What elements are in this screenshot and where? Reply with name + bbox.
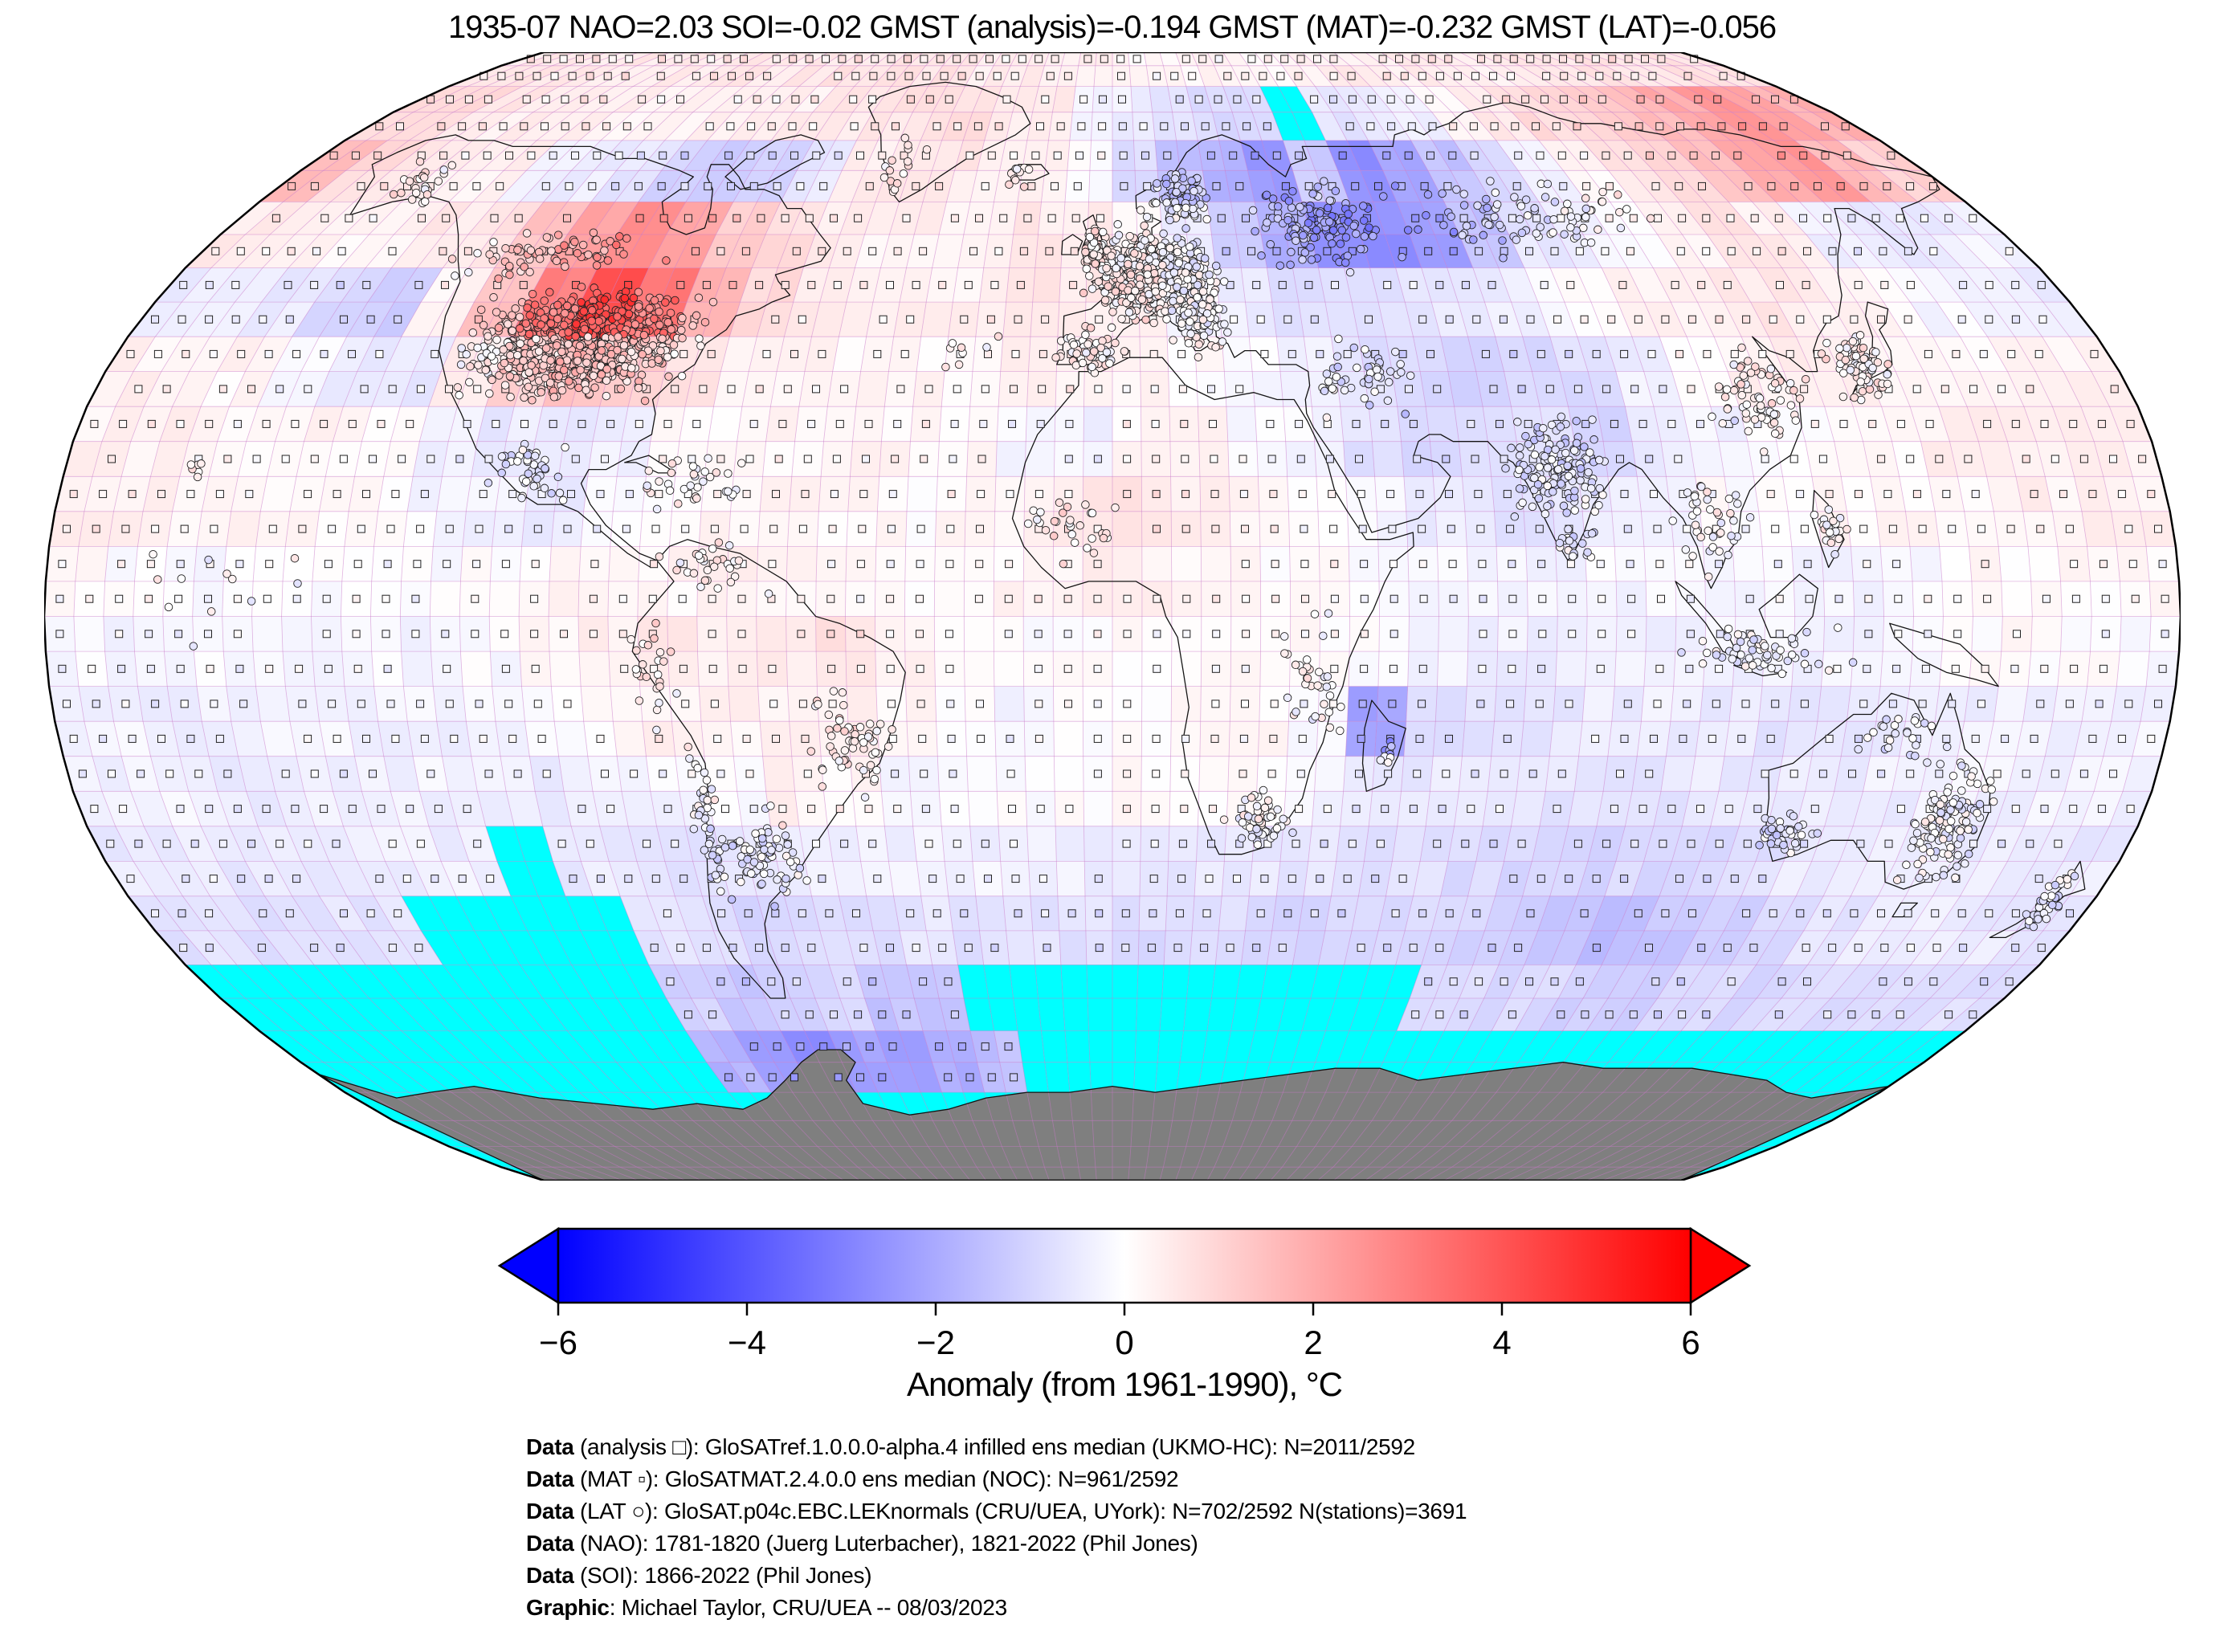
colorbar-tick-label: 0 — [1115, 1324, 1133, 1361]
caption-line-3: Data (LAT ○): GloSAT.p04c.EBC.LEKnormals… — [526, 1495, 1467, 1528]
colorbar-ticks — [557, 1303, 1692, 1315]
caption-line-text: (MAT ▫): GloSATMAT.2.4.0.0 ens median (N… — [573, 1466, 1179, 1491]
caption-line-text: (LAT ○): GloSAT.p04c.EBC.LEKnormals (CRU… — [573, 1499, 1467, 1524]
caption-line-text: : Michael Taylor, CRU/UEA -- 08/03/2023 — [609, 1595, 1007, 1620]
caption-line-5: Data (SOI): 1866-2022 (Phil Jones) — [526, 1560, 1467, 1592]
analysis-square-markers — [55, 55, 2169, 1082]
colorbar-tick-labels: −6 −4 −2 0 2 4 6 — [539, 1324, 1700, 1361]
colorbar-axis-label: Anomaly (from 1961-1990), °C — [906, 1365, 1343, 1403]
caption-line-text: (SOI): 1866-2022 (Phil Jones) — [573, 1563, 872, 1588]
map-boundary — [44, 52, 2181, 1181]
antarctica-land — [318, 1050, 1889, 1181]
caption-line-prefix: Data — [526, 1466, 574, 1491]
caption-line-prefix: Data — [526, 1434, 574, 1459]
figure-title: 1935-07 NAO=2.03 SOI=-0.02 GMST (analysi… — [447, 10, 1777, 45]
caption-line-text: (NAO): 1781-1820 (Juerg Luterbacher), 18… — [573, 1531, 1198, 1556]
caption-line-1: Data (analysis □): GloSATref.1.0.0.0-alp… — [526, 1431, 1467, 1463]
colorbar-tick-label: −6 — [539, 1324, 577, 1361]
caption-line-4: Data (NAO): 1781-1820 (Juerg Luterbacher… — [526, 1528, 1467, 1560]
caption-line-6: Graphic: Michael Taylor, CRU/UEA -- 08/0… — [526, 1592, 1467, 1624]
colorbar-tick-label: 4 — [1492, 1324, 1511, 1361]
station-circle-markers — [149, 133, 2079, 932]
colorbar-tick-label: −4 — [728, 1324, 766, 1361]
caption-line-text: (analysis □): GloSATref.1.0.0.0-alpha.4 … — [573, 1434, 1415, 1459]
colorbar: −6 −4 −2 0 2 4 6 — [497, 1226, 1752, 1361]
caption-line-prefix: Data — [526, 1499, 574, 1524]
anomaly-cells — [44, 52, 2181, 1181]
caption-line-prefix: Graphic — [526, 1595, 610, 1620]
figure-caption: Data (analysis □): GloSATref.1.0.0.0-alp… — [526, 1431, 1467, 1624]
colorbar-gradient — [497, 1226, 1752, 1305]
colorbar-tick-label: −2 — [916, 1324, 955, 1361]
colorbar-tick-label: 2 — [1304, 1324, 1322, 1361]
caption-line-prefix: Data — [526, 1531, 574, 1556]
caption-line-2: Data (MAT ▫): GloSATMAT.2.4.0.0 ens medi… — [526, 1463, 1467, 1495]
world-map — [44, 52, 2181, 1181]
caption-line-prefix: Data — [526, 1563, 574, 1588]
colorbar-tick-label: 6 — [1681, 1324, 1700, 1361]
